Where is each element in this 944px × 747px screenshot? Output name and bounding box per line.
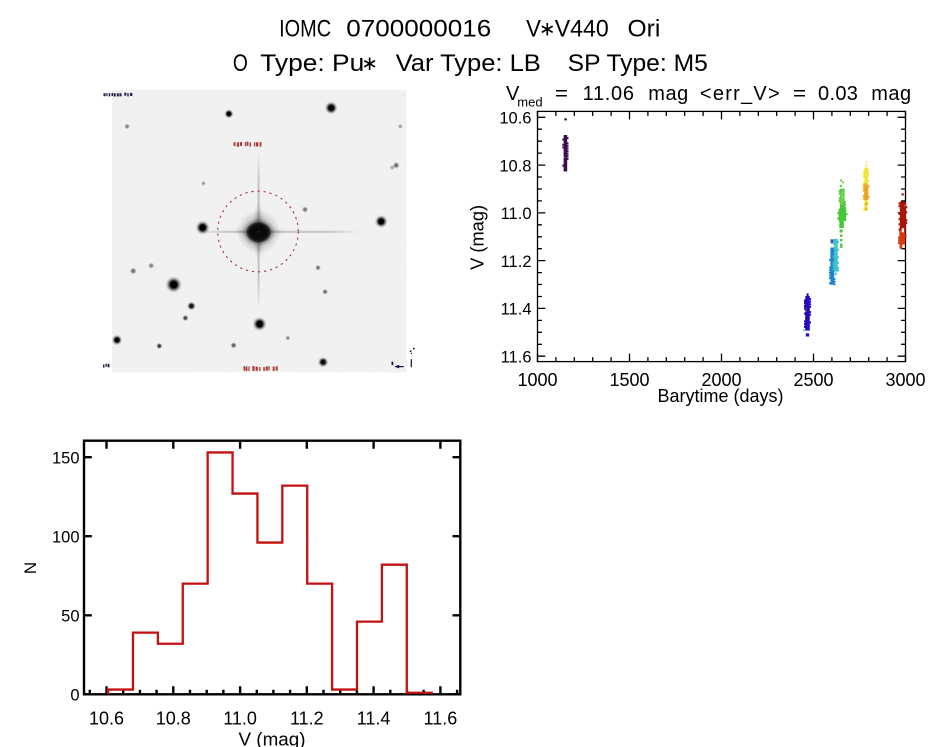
svg-text:11.4: 11.4 (501, 301, 532, 319)
svg-text:11.6: 11.6 (501, 348, 532, 366)
svg-text:V: V (506, 83, 520, 105)
svg-text:∗: ∗ (539, 19, 556, 41)
svg-text:10.8: 10.8 (156, 709, 191, 729)
svg-text:0: 0 (70, 687, 79, 705)
svg-text:Var Type: LB: Var Type: LB (396, 50, 541, 77)
svg-text:O: O (233, 50, 248, 77)
svg-text:<err_V>: <err_V> (700, 83, 780, 105)
svg-text:10.6: 10.6 (499, 110, 531, 128)
svg-text:Barytime (days): Barytime (days) (658, 386, 784, 406)
svg-text:11.06: 11.06 (583, 83, 634, 105)
svg-text:SP Type: M5: SP Type: M5 (568, 50, 708, 77)
svg-text:V (mag): V (mag) (468, 205, 488, 270)
svg-text:med: med (517, 94, 542, 109)
svg-text:=: = (555, 83, 568, 105)
svg-text:1500: 1500 (609, 370, 649, 390)
svg-text:11.2: 11.2 (501, 253, 532, 271)
svg-text:11.2: 11.2 (290, 709, 324, 729)
svg-text:Type: Pu: Type: Pu (260, 50, 364, 77)
svg-text:100: 100 (52, 528, 80, 546)
svg-text:0700000016: 0700000016 (346, 15, 491, 42)
svg-text:0.03: 0.03 (818, 83, 858, 105)
svg-text:11.6: 11.6 (424, 709, 458, 729)
svg-text:50: 50 (61, 608, 79, 626)
svg-text:2500: 2500 (793, 370, 833, 390)
svg-text:10.8: 10.8 (499, 157, 531, 175)
svg-text:Ori: Ori (628, 15, 661, 42)
svg-text:2000: 2000 (701, 370, 741, 390)
svg-text:1000: 1000 (517, 370, 557, 390)
svg-text:3000: 3000 (885, 370, 925, 390)
svg-text:11.4: 11.4 (357, 709, 391, 729)
svg-text:11.0: 11.0 (501, 205, 532, 223)
svg-text:=: = (793, 83, 806, 105)
svg-text:IOMC: IOMC (279, 15, 331, 42)
svg-text:∗: ∗ (361, 53, 378, 75)
svg-text:N: N (21, 562, 40, 574)
svg-text:V: V (526, 15, 541, 42)
svg-text:mag: mag (648, 83, 688, 105)
svg-text:11.0: 11.0 (223, 709, 257, 729)
svg-text:V (mag): V (mag) (239, 730, 306, 747)
svg-text:10.6: 10.6 (89, 709, 124, 729)
svg-text:150: 150 (52, 449, 80, 467)
svg-text:V440: V440 (555, 15, 609, 42)
svg-text:mag: mag (871, 83, 911, 105)
